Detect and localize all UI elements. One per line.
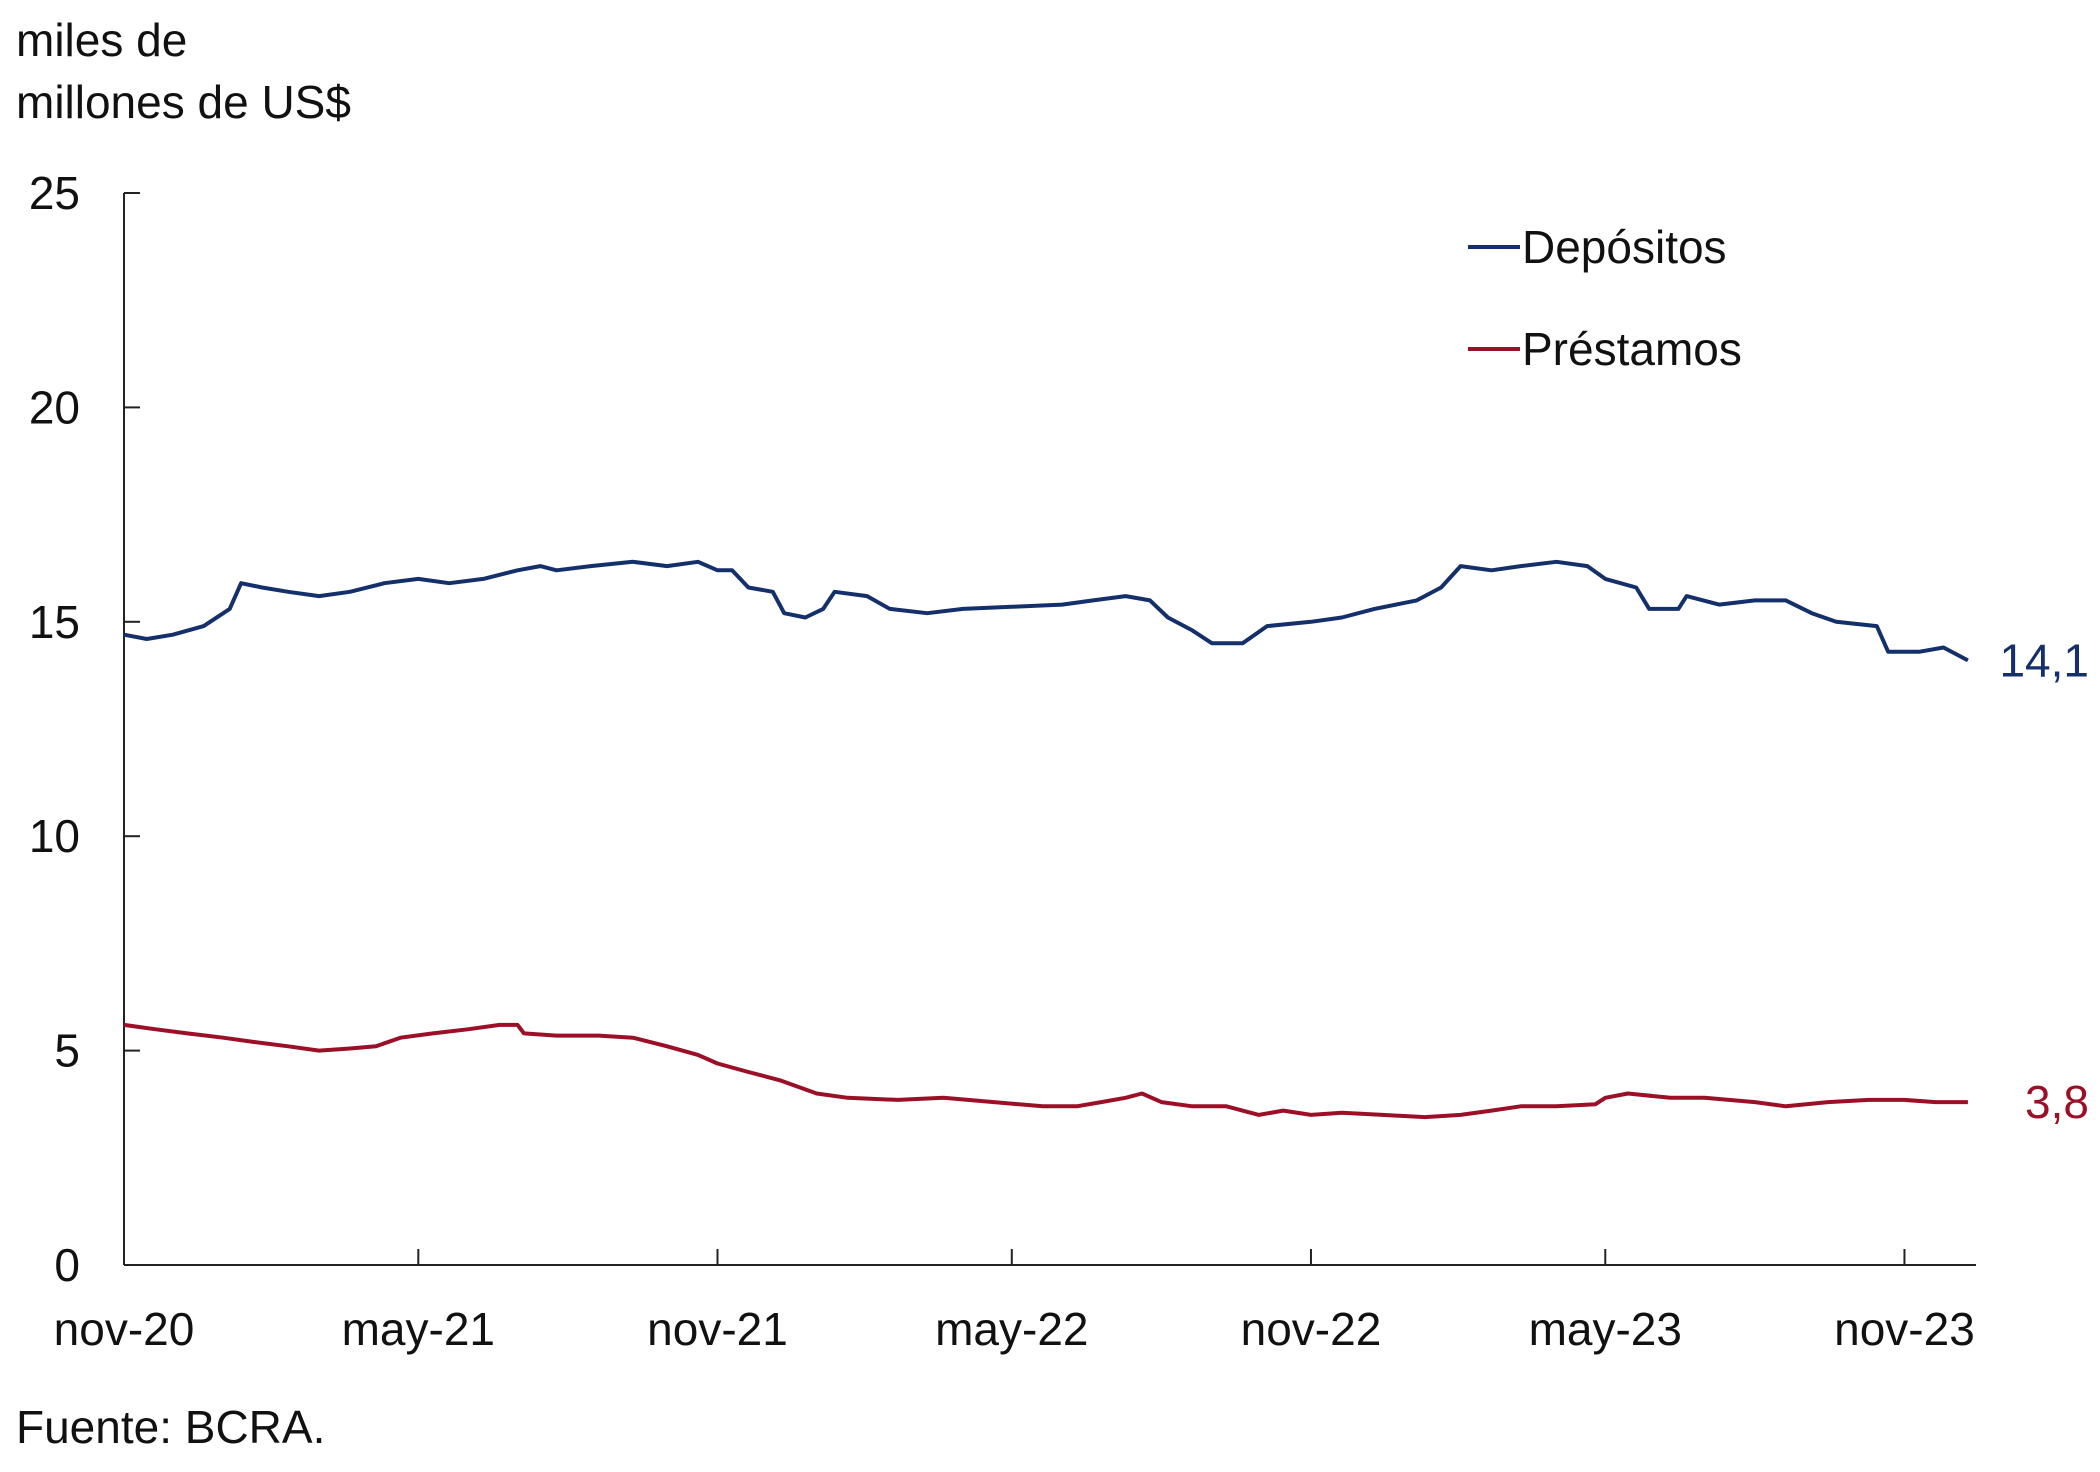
- y-axis-unit-label-line1: miles de: [16, 14, 188, 66]
- x-tick-label: may-21: [342, 1303, 495, 1355]
- y-tick-label: 5: [54, 1025, 80, 1077]
- x-tick-label: may-23: [1529, 1303, 1682, 1355]
- x-tick-label: nov-23: [1834, 1303, 1975, 1355]
- x-tick-label: nov-22: [1241, 1303, 1382, 1355]
- y-tick-label: 0: [54, 1239, 80, 1291]
- x-tick-label: nov-21: [647, 1303, 788, 1355]
- x-tick-label: may-22: [935, 1303, 1088, 1355]
- legend-label: Préstamos: [1522, 323, 1742, 375]
- y-tick-label: 25: [29, 167, 80, 219]
- y-tick-label: 10: [29, 810, 80, 862]
- end-value-label: 3,8: [2025, 1076, 2089, 1128]
- series-line-prestamos: [123, 1022, 1968, 1120]
- series-line-depositos: [123, 559, 1969, 663]
- line-chart: 0 5 10 15 20 25 nov-20 may-21 nov-21 may-22 nov-22…: [29, 167, 2089, 1355]
- legend-label: Depósitos: [1522, 221, 1727, 273]
- y-axis-unit-label-line2: millones de US$: [16, 76, 351, 128]
- source-note: Fuente: BCRA.: [16, 1401, 326, 1453]
- y-tick-label: 20: [29, 381, 80, 433]
- y-tick-label: 15: [29, 596, 80, 648]
- end-value-label: 14,1: [1999, 634, 2089, 686]
- x-tick-label: nov-20: [54, 1303, 195, 1355]
